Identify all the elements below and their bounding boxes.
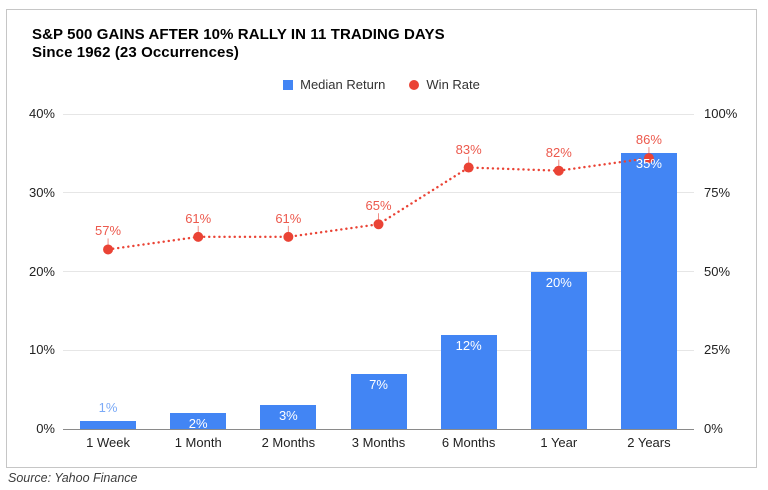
bar-2-years[interactable]	[620, 153, 677, 429]
median-return-value-label: 1%	[98, 400, 118, 416]
bar-1-year[interactable]	[530, 271, 587, 429]
dot-win-rate-1-year[interactable]	[553, 165, 564, 176]
chart-card: S&P 500 GAINS AFTER 10% RALLY IN 11 TRAD…	[6, 9, 757, 468]
y-axis-left: 0% 10% 20% 30% 40%	[7, 106, 55, 436]
y-left-tick-label: 10%	[28, 342, 55, 358]
y-right-tick-label: 75%	[704, 184, 731, 200]
x-tick-label-2-months: 2 Months	[261, 435, 316, 450]
median-return-value-label: 12%	[455, 337, 482, 353]
legend-item-win-rate: Win Rate	[409, 77, 480, 92]
x-tick-label-1-year: 1 Year	[540, 435, 578, 450]
median-return-value-label: 3%	[278, 408, 298, 424]
chart-title-line1: S&P 500 GAINS AFTER 10% RALLY IN 11 TRAD…	[32, 26, 445, 43]
y-right-tick-label: 25%	[704, 342, 731, 358]
legend-item-median-return: Median Return	[283, 77, 385, 92]
win-rate-value-label: 61%	[185, 210, 212, 226]
y-axis-right: 0% 25% 50% 75% 100%	[704, 106, 756, 436]
y-left-tick-label: 40%	[28, 106, 55, 121]
dot-win-rate-2-years[interactable]	[643, 153, 654, 164]
legend-label-win-rate: Win Rate	[426, 77, 480, 92]
win-rate-value-label: 65%	[365, 198, 392, 214]
x-tick-label-1-week: 1 Week	[86, 435, 130, 450]
win-rate-line-layer	[103, 147, 654, 255]
source-note: Source: Yahoo Finance	[8, 471, 138, 485]
dot-win-rate-6-months[interactable]	[463, 162, 474, 173]
gridline	[63, 192, 694, 194]
win-rate-value-label: 61%	[275, 210, 302, 226]
plot-area: 57% 61% 61% 65% 83% 82% 86% 1% 2% 3% 7% 12% 20% 35%	[63, 113, 694, 432]
y-right-tick-label: 100%	[704, 106, 738, 121]
gridline	[63, 271, 694, 272]
win-rate-swatch-icon	[409, 79, 420, 90]
y-left-tick-label: 0%	[36, 421, 55, 436]
y-left-tick-label: 20%	[28, 263, 55, 279]
x-tick-label-1-month: 1 Month	[174, 435, 222, 450]
median-return-value-label: 20%	[545, 274, 572, 290]
dot-win-rate-3-months[interactable]	[373, 219, 384, 230]
legend-label-median-return: Median Return	[300, 77, 386, 92]
dot-win-rate-1-month[interactable]	[193, 231, 204, 242]
gridline	[63, 113, 694, 115]
chart-title: S&P 500 GAINS AFTER 10% RALLY IN 11 TRAD…	[32, 26, 445, 62]
bar-1-week[interactable]	[80, 421, 137, 429]
x-tick-label-2-years: 2 Years	[627, 435, 671, 450]
x-baseline	[63, 428, 694, 430]
gridline	[63, 349, 694, 351]
legend: Median Return Win Rate	[7, 77, 756, 92]
y-right-tick-label: 0%	[704, 421, 723, 436]
x-axis: 1 Week 1 Month 2 Months 3 Months 6 Months 1 Y…	[63, 435, 694, 455]
win-rate-value-label: 83%	[455, 141, 482, 157]
bar-6-months[interactable]	[440, 334, 497, 429]
y-left-tick-label: 30%	[28, 184, 55, 200]
median-return-value-label: 7%	[369, 376, 388, 392]
median-return-swatch-icon	[283, 79, 294, 90]
win-rate-value-label: 82%	[545, 144, 572, 160]
median-return-value-label: 2%	[188, 416, 208, 432]
dot-win-rate-1-week[interactable]	[103, 244, 114, 255]
bar-3-months[interactable]	[350, 373, 407, 429]
dot-win-rate-2-months[interactable]	[283, 231, 294, 242]
median-return-value-label: 35%	[635, 156, 662, 172]
chart-title-line2: Since 1962 (23 Occurrences)	[32, 44, 239, 61]
bar-2-months[interactable]	[260, 405, 317, 429]
bar-1-month[interactable]	[170, 413, 227, 429]
y-right-tick-label: 50%	[704, 263, 731, 279]
x-tick-label-3-months: 3 Months	[351, 435, 406, 450]
win-rate-value-label: 57%	[95, 223, 122, 239]
win-rate-value-label: 86%	[635, 132, 662, 148]
x-tick-label-6-months: 6 Months	[441, 435, 496, 450]
